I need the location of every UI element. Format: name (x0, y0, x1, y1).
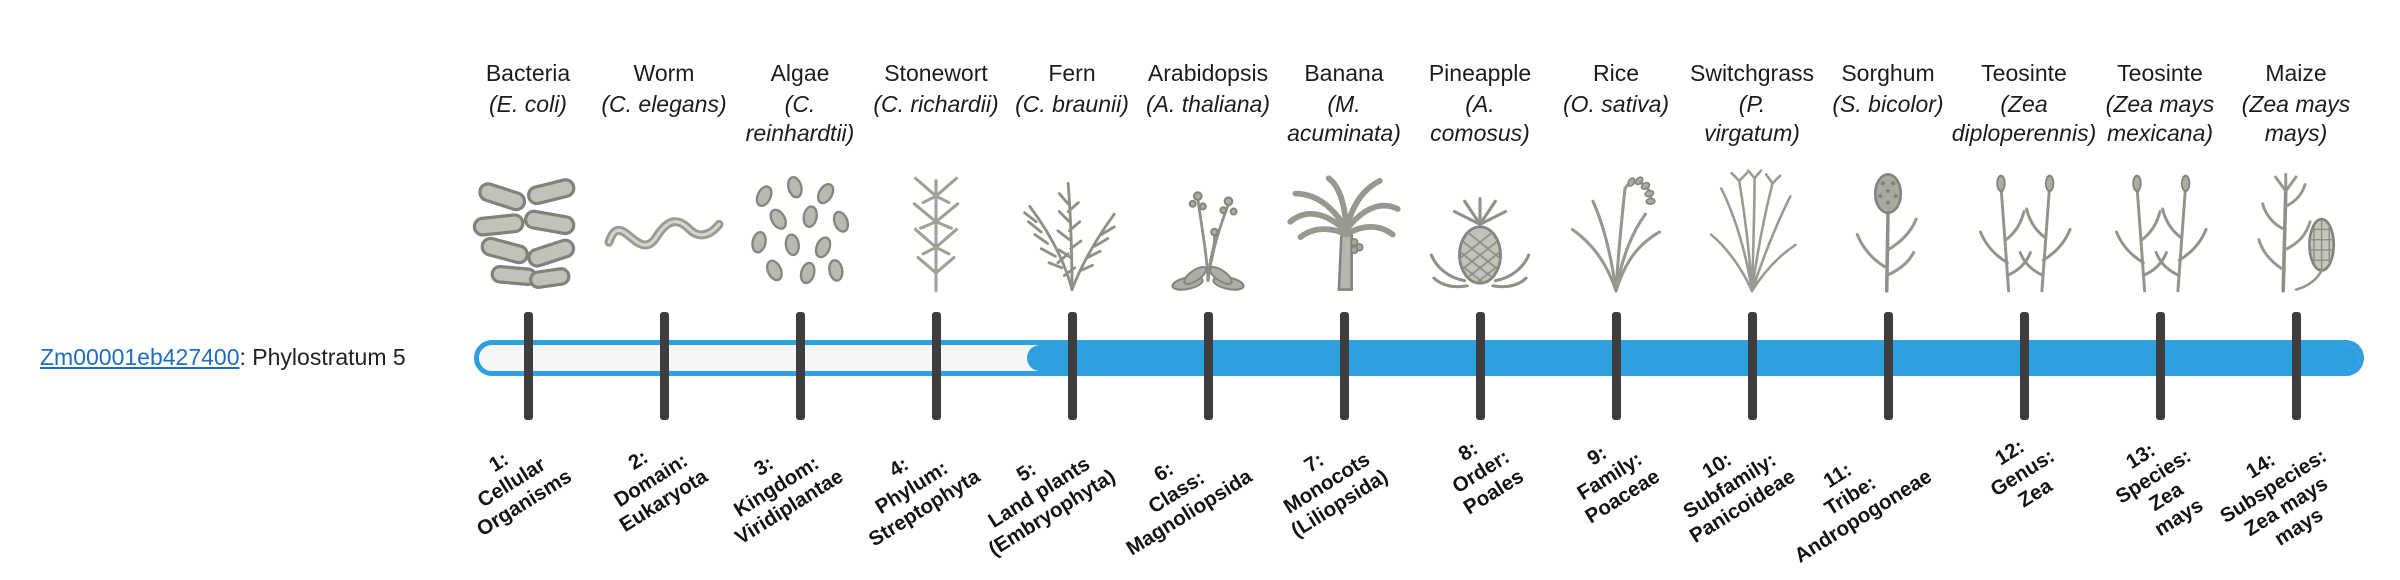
species-column: Banana (M. acuminata) (1256, 58, 1432, 302)
species-scientific-name: (P. virgatum) (1704, 91, 1800, 146)
species-common-name: Switchgrass (1690, 60, 1814, 86)
stratum-tick (1067, 312, 1077, 420)
species-column: Teosinte (Zea mays mexicana) (2072, 58, 2248, 302)
stratum-axis-label: 8: Order: Poales (1448, 436, 1528, 520)
species-scientific-name: (C. elegans) (601, 91, 727, 117)
stratum-tick (523, 312, 533, 420)
stratum-axis-label: 4: Phylum: Streptophyta (864, 452, 984, 552)
species-common-name: Pineapple (1428, 60, 1532, 86)
maize-icon (2232, 162, 2360, 302)
species-scientific-name: (M. acuminata) (1287, 91, 1401, 146)
species-scientific-name: (C. reinhardtii) (745, 91, 855, 146)
banana-icon (1280, 162, 1408, 302)
stonewort-icon (872, 162, 1000, 302)
species-common-name: Bacteria (485, 60, 571, 86)
switchgrass-icon (1688, 162, 1816, 302)
phylostrata-bar (474, 340, 2364, 376)
species-scientific-name: (E. coli) (489, 91, 567, 117)
algae-icon (736, 162, 864, 302)
stratum-axis-label: 1: Cellular Organisms (472, 447, 576, 541)
species-column: Worm (C. elegans) (576, 58, 752, 302)
stratum-tick (1883, 312, 1893, 420)
species-scientific-name: (C. richardii) (873, 91, 999, 117)
stratum-axis-label: 6: Class: Magnoliopsida (1121, 457, 1256, 561)
stratum-axis-label: 7: Monocots (Liliopsida) (1279, 447, 1392, 543)
stratum-axis-label: 3: Kingdom: Viridiplantae (730, 451, 848, 550)
stratum-tick (1611, 312, 1621, 420)
gene-id-link[interactable]: Zm00001eb427400 (40, 344, 240, 370)
species-common-name: Algae (770, 60, 830, 86)
stratum-tick (1203, 312, 1213, 420)
species-common-name: Fern (1048, 60, 1096, 86)
sorghum-icon (1824, 162, 1952, 302)
arabidopsis-icon (1144, 162, 1272, 302)
species-column: Arabidopsis (A. thaliana) (1120, 58, 1296, 302)
species-column: Rice (O. sativa) (1528, 58, 1704, 302)
stratum-axis-label: 5: Land plants (Embryophyta) (984, 452, 1120, 561)
teosinte-icon (2096, 162, 2224, 302)
species-column: Bacteria (E. coli) (440, 58, 616, 302)
species-common-name: Sorghum (1841, 60, 1935, 86)
species-common-name: Arabidopsis (1147, 60, 1269, 86)
species-scientific-name: (A. thaliana) (1145, 91, 1270, 117)
species-scientific-name: (C. braunii) (1015, 91, 1129, 117)
stratum-axis-label: 9: Family: Poaceae (1572, 441, 1664, 529)
species-scientific-name: (O. sativa) (1562, 91, 1670, 117)
species-column: Algae (C. reinhardtii) (712, 58, 888, 302)
stratum-tick (1475, 312, 1485, 420)
species-scientific-name: (S. bicolor) (1832, 91, 1944, 117)
species-common-name: Stonewort (884, 60, 988, 86)
species-scientific-name: (Zea mays mexicana) (2105, 91, 2215, 146)
stratum-tick (1747, 312, 1757, 420)
species-scientific-name: (A. comosus) (1430, 91, 1530, 146)
stratum-tick (1339, 312, 1349, 420)
bacteria-icon (464, 162, 592, 302)
species-column: Fern (C. braunii) (984, 58, 1160, 302)
rice-icon (1552, 162, 1680, 302)
stratum-axis-label: 11: Tribe: Andropogoneae (1790, 458, 1936, 568)
species-common-name: Rice (1592, 60, 1639, 86)
species-illustration (2208, 152, 2384, 302)
stratum-axis-label: 12: Genus: Zea (1986, 434, 2059, 513)
species-column: Maize (Zea mays mays) (2208, 58, 2384, 302)
stratum-tick (2291, 312, 2301, 420)
gene-label: Zm00001eb427400: Phylostratum 5 (40, 344, 406, 371)
phylostrata-bar-fill (1027, 345, 2359, 371)
species-scientific-name: (Zea mays mays) (2241, 91, 2351, 146)
fern-icon (1008, 162, 1136, 302)
species-common-name: Teosinte (2117, 60, 2203, 86)
stratum-axis-label: 2: Domain: Eukaryota (609, 445, 712, 537)
species-common-name: Banana (1304, 60, 1384, 86)
species-scientific-name: (Zea diploperennis) (1951, 91, 2097, 146)
stratum-tick (795, 312, 805, 420)
species-column: Stonewort (C. richardii) (848, 58, 1024, 302)
species-column: Switchgrass (P. virgatum) (1664, 58, 1840, 302)
species-common-name: Teosinte (1981, 60, 2067, 86)
stratum-tick (659, 312, 669, 420)
teosinte-icon (1960, 162, 2088, 302)
stratum-tick (2155, 312, 2165, 420)
species-common-name: Maize (2265, 60, 2327, 86)
stratum-tick (931, 312, 941, 420)
species-column: Sorghum (S. bicolor) (1800, 58, 1976, 302)
species-column: Pineapple (A. comosus) (1392, 58, 1568, 302)
species-column: Teosinte (Zea diploperennis) (1936, 58, 2112, 302)
worm-icon (600, 162, 728, 302)
species-common-name: Worm (633, 60, 695, 86)
pineapple-icon (1416, 162, 1544, 302)
stratum-tick (2019, 312, 2029, 420)
gene-phylostratum-text: : Phylostratum 5 (239, 344, 406, 370)
stratum-axis-label: 14: Subspecies: Zea mays mays (2216, 444, 2333, 551)
